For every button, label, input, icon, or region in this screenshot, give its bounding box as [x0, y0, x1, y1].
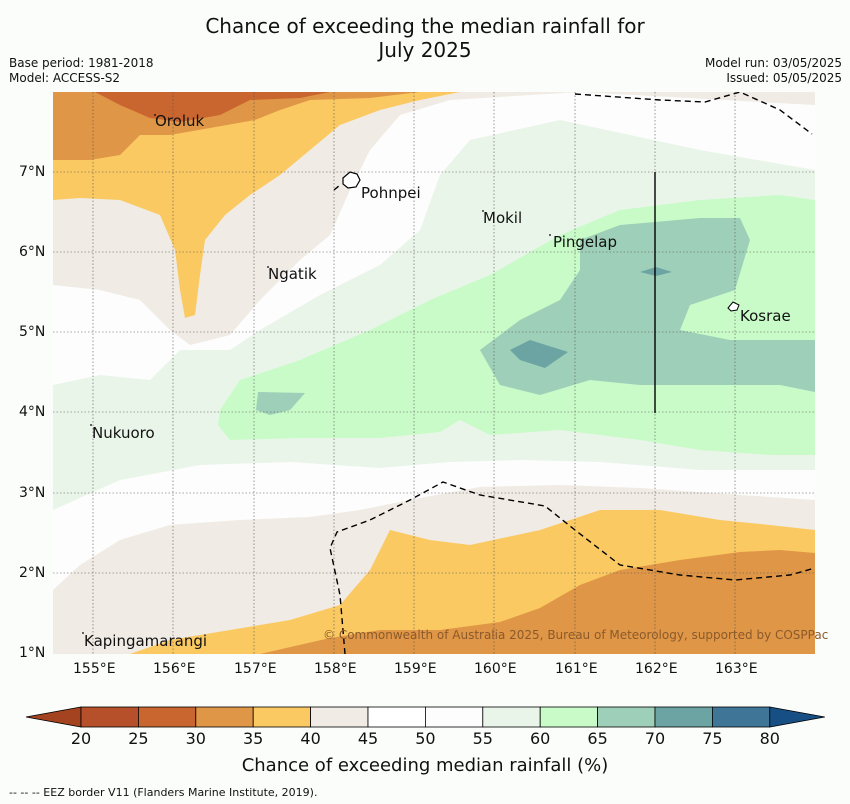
- y-tick-1n: 1°N: [19, 645, 46, 661]
- pohnpei-outline: [342, 171, 361, 189]
- x-tick-161: 161°E: [555, 661, 598, 677]
- x-tick-155: 155°E: [73, 661, 116, 677]
- map-title-line2: July 2025: [378, 38, 472, 62]
- colorbar-tick-label: 35: [243, 729, 264, 748]
- atoll-markers: [82, 114, 551, 634]
- colorbar-swatch: [195, 706, 254, 728]
- colorbar-label: Chance of exceeding median rainfall (%): [241, 755, 609, 776]
- y-tick-4n: 4°N: [19, 404, 46, 420]
- base-period: Base period: 1981-2018: [9, 56, 154, 70]
- model-run: Model run: 03/05/2025: [704, 56, 842, 70]
- y-tick-2n: 2°N: [19, 565, 46, 581]
- colorbar-tick-label: 70: [644, 729, 666, 748]
- x-tick-162: 162°E: [635, 661, 678, 677]
- colorbar-swatch: [424, 706, 484, 728]
- eez-legend-note: -- -- -- EEZ border V11 (Flanders Marine…: [9, 786, 318, 799]
- x-tick-158: 158°E: [314, 661, 357, 677]
- colorbar-tick-label: 25: [128, 729, 149, 748]
- colorbar-swatch: [367, 706, 426, 728]
- colorbar-swatch: [310, 706, 369, 728]
- issued-date: Issued: 05/05/2025: [726, 71, 842, 85]
- shading-65-70-west: [256, 392, 305, 415]
- x-tick-156: 156°E: [153, 661, 196, 677]
- colorbar-tick-label: 65: [587, 729, 608, 748]
- colorbar-swatch: [539, 706, 599, 728]
- place-label-pingelap: Pingelap: [553, 233, 618, 251]
- colorbar-tick-label: 60: [530, 729, 551, 748]
- shading-70-75-b: [640, 267, 672, 276]
- y-tick-6n: 6°N: [19, 244, 46, 260]
- map-title-line1: Chance of exceeding the median rainfall …: [205, 14, 645, 38]
- shading-70-75-a: [510, 340, 568, 368]
- shading-35-40-north: [53, 92, 460, 318]
- eez-border: [329, 92, 815, 654]
- colorbar-tick-label: 30: [185, 729, 206, 748]
- colorbar-tick-label: 45: [357, 729, 379, 748]
- place-label-kosrae: Kosrae: [740, 307, 791, 325]
- shading-25-30-north: [95, 92, 330, 122]
- x-tick-159: 159°E: [394, 661, 437, 677]
- colorbar-swatch: [712, 706, 771, 728]
- place-label-mokil: Mokil: [483, 209, 523, 227]
- colorbar-extend-high: [769, 706, 825, 728]
- colorbar-tick-label: 40: [300, 729, 321, 748]
- x-tick-163: 163°E: [715, 661, 758, 677]
- place-label-nukuoro: Nukuoro: [92, 424, 155, 442]
- colorbar-swatch: [252, 706, 311, 728]
- place-label-pohnpei: Pohnpei: [361, 184, 421, 202]
- shading-30-35-south: [260, 550, 815, 654]
- y-tick-7n: 7°N: [19, 164, 46, 180]
- y-tick-5n: 5°N: [19, 324, 46, 340]
- kosrae-outline: [727, 301, 740, 312]
- colorbar-tick-label: 55: [472, 729, 493, 748]
- colorbar-tick-label: 80: [759, 729, 780, 748]
- y-tick-3n: 3°N: [19, 485, 46, 501]
- colorbar-swatch: [137, 706, 197, 728]
- place-label-kapingamarangi: Kapingamarangi: [84, 632, 208, 650]
- x-tick-160: 160°E: [474, 661, 517, 677]
- x-tick-157: 157°E: [234, 661, 277, 677]
- colorbar-swatch: [80, 706, 139, 728]
- colorbar-tick-label: 50: [415, 729, 436, 748]
- colorbar-tick-label: 20: [70, 729, 92, 748]
- colorbar-tick-label: 75: [702, 729, 723, 748]
- model-name: Model: ACCESS-S2: [9, 71, 121, 85]
- colorbar-swatch: [654, 706, 713, 728]
- colorbar-swatch: [482, 706, 541, 728]
- colorbar-extend-low: [25, 706, 82, 728]
- place-label-ngatik: Ngatik: [268, 265, 317, 283]
- colorbar-swatch: [597, 706, 656, 728]
- place-label-oroluk: Oroluk: [155, 112, 205, 130]
- colorbar: [25, 706, 825, 728]
- copyright-notice: © Commonwealth of Australia 2025, Bureau…: [323, 628, 829, 642]
